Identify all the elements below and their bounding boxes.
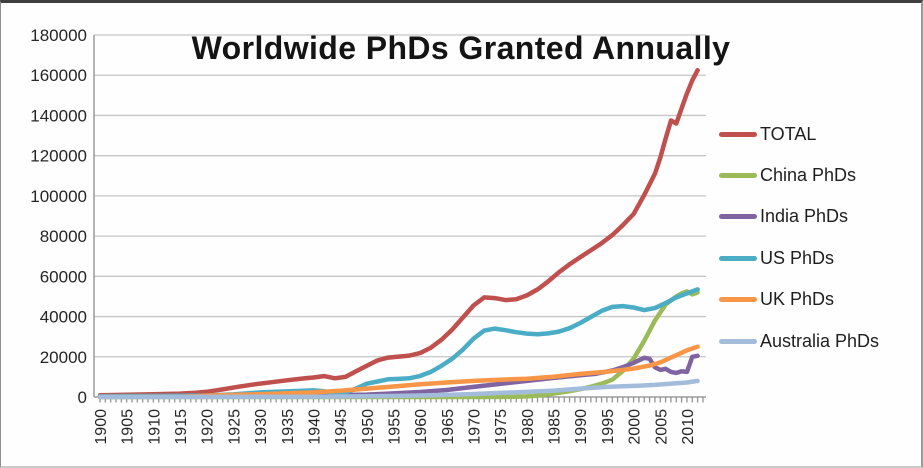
- x-axis-tick-label: 1995: [600, 409, 617, 445]
- legend-item-total: TOTAL: [719, 115, 816, 153]
- x-axis-tick-label: 1955: [386, 409, 403, 445]
- x-axis-tick-label: 1910: [146, 409, 163, 445]
- x-axis-tick-label: 1925: [226, 409, 243, 445]
- legend-line-swatch-icon: [719, 297, 757, 303]
- legend-label: TOTAL: [760, 123, 817, 144]
- legend-label: Australia PhDs: [760, 330, 880, 351]
- legend-line-swatch-icon: [719, 255, 757, 261]
- x-axis-tick-label: 1920: [200, 409, 217, 445]
- x-axis-tick-label: 1980: [520, 409, 537, 445]
- y-axis-labels: 0 20000 40000 60000 80000 100000 120000 140000 1…: [30, 26, 87, 407]
- legend-label: India PhDs: [760, 206, 849, 227]
- legend-label: China PhDs: [760, 164, 857, 185]
- legend-item-australia-phds: Australia PhDs: [719, 322, 879, 360]
- chart-title: Worldwide PhDs Granted Annually: [191, 30, 731, 66]
- axes: [93, 35, 706, 398]
- legend-item-china-phds: China PhDs: [719, 156, 856, 194]
- legend-label: UK PhDs: [760, 289, 835, 310]
- legend: TOTAL China PhDs India PhDs US PhDs UK PhDs A…: [719, 3, 919, 466]
- x-axis-tick-label: 1950: [360, 409, 377, 445]
- gridlines: [94, 34, 706, 358]
- legend-line-swatch-icon: [719, 338, 757, 344]
- x-axis-tick-label: 1930: [253, 409, 270, 445]
- x-axis-tick-label: 1935: [280, 409, 297, 445]
- x-axis-tick-label: 1915: [173, 409, 190, 445]
- legend-label: US PhDs: [760, 247, 835, 268]
- series-line-australia-phds: [97, 378, 700, 400]
- y-axis-tick-label: 120000: [30, 147, 87, 166]
- chart-canvas: 0 20000 40000 60000 80000 100000 120000 140000 1…: [30, 26, 706, 445]
- x-axis-tick-label: 1940: [306, 409, 323, 445]
- series-lines: [97, 67, 700, 400]
- legend-line-swatch-icon: [719, 172, 757, 178]
- legend-item-india-phds: India PhDs: [719, 198, 848, 236]
- x-axis-tick-label: 1945: [333, 409, 350, 445]
- y-axis-tick-label: 180000: [30, 26, 87, 45]
- series-line-total: [97, 67, 700, 398]
- series-line-uk-phds: [97, 344, 700, 400]
- legend-item-uk-phds: UK PhDs: [719, 281, 834, 319]
- legend-item-us-phds: US PhDs: [719, 239, 834, 277]
- x-axis-labels: 1900 1905 1910 1915 1920 1925 1930 1935 1940 1945…: [93, 409, 697, 445]
- x-axis-tick-label: 1965: [440, 409, 457, 445]
- x-axis-tick-label: 1960: [413, 409, 430, 445]
- legend-line-swatch-icon: [719, 131, 757, 137]
- legend-line-swatch-icon: [719, 214, 757, 220]
- y-axis-tick-label: 160000: [30, 66, 87, 85]
- y-axis-tick-label: 100000: [30, 187, 87, 206]
- x-axis-tick-label: 1970: [467, 409, 484, 445]
- y-axis-tick-label: 0: [78, 388, 87, 407]
- x-axis-tick-label: 1975: [493, 409, 510, 445]
- x-axis-tick-label: 2010: [680, 409, 697, 445]
- series-line-india-phds: [97, 353, 700, 400]
- y-axis-tick-label: 60000: [40, 267, 87, 286]
- x-axis-tick-label: 1990: [573, 409, 590, 445]
- x-axis-tick-label: 1905: [120, 409, 137, 445]
- y-axis-tick-label: 40000: [40, 308, 87, 327]
- x-axis-tick-label: 1900: [93, 409, 110, 445]
- y-axis-tick-label: 20000: [40, 348, 87, 367]
- y-axis-tick-label: 140000: [30, 106, 87, 125]
- y-axis-tick-label: 80000: [40, 227, 87, 246]
- x-axis-tick-label: 2005: [653, 409, 670, 445]
- x-axis-tick-label: 2000: [627, 409, 644, 445]
- x-axis-tick-label: 1985: [547, 409, 564, 445]
